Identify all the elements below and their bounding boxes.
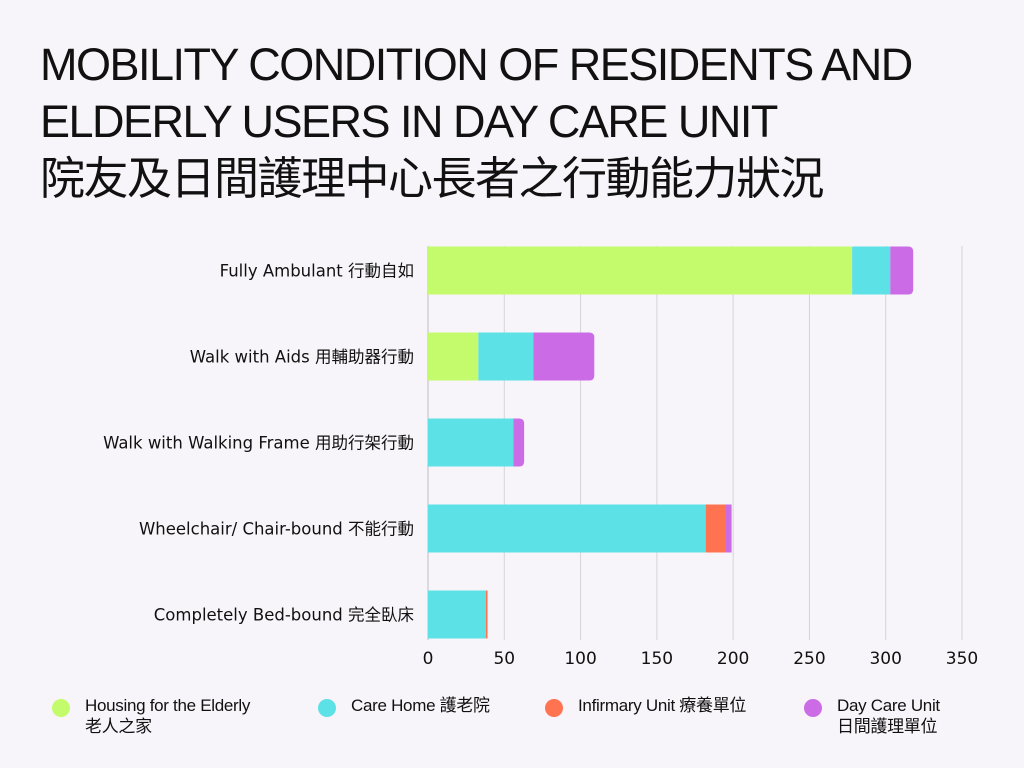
x-tick-label-350: 350 bbox=[946, 649, 978, 669]
bar-segment-3-2 bbox=[705, 504, 726, 553]
legend-swatch-care-home bbox=[318, 699, 336, 717]
legend-swatch-infirmary bbox=[545, 699, 563, 717]
category-label-0: Fully Ambulant 行動自如 bbox=[220, 262, 414, 281]
title-line-1: MOBILITY CONDITION OF RESIDENTS AND bbox=[40, 39, 913, 90]
bar-segment-3-3 bbox=[725, 504, 732, 553]
x-tick-label-50: 50 bbox=[493, 649, 515, 669]
bar-segment-2-3 bbox=[513, 418, 525, 467]
bar-segment-0-3 bbox=[890, 246, 914, 295]
legend-item-care-home: Care Home 護老院 bbox=[318, 695, 490, 717]
bar-segment-0-0 bbox=[428, 246, 853, 295]
chart-title: MOBILITY CONDITION OF RESIDENTS AND ELDE… bbox=[40, 36, 1000, 207]
legend-item-day-care: Day Care Unit 日間護理單位 bbox=[804, 695, 940, 737]
bar-segment-1-3 bbox=[533, 332, 595, 381]
stacked-bar-chart: 0 50 100 150 200 250 300 350 Fully Ambulant 行動自如… bbox=[103, 246, 978, 669]
category-label-3: Wheelchair/ Chair-bound 不能行動 bbox=[139, 520, 414, 539]
legend-text-infirmary: Infirmary Unit 療養單位 bbox=[578, 696, 747, 715]
legend-item-infirmary: Infirmary Unit 療養單位 bbox=[545, 695, 746, 717]
title-line-2: ELDERLY USERS IN DAY CARE UNIT bbox=[40, 96, 778, 147]
legend-label-housing: Housing for the Elderly 老人之家 bbox=[85, 695, 250, 737]
legend-text-day-care-en: Day Care Unit bbox=[837, 696, 940, 715]
legend-swatch-day-care bbox=[804, 699, 822, 717]
bar-segment-3-1 bbox=[428, 504, 706, 553]
bar-segment-0-1 bbox=[852, 246, 891, 295]
category-label-2: Walk with Walking Frame 用助行架行動 bbox=[103, 434, 414, 453]
bar-segment-4-1 bbox=[428, 590, 486, 639]
legend-item-housing: Housing for the Elderly 老人之家 bbox=[52, 695, 250, 737]
legend-label-care-home: Care Home 護老院 bbox=[351, 695, 490, 716]
bar-segment-1-0 bbox=[428, 332, 479, 381]
x-tick-label-100: 100 bbox=[564, 649, 596, 669]
x-tick-label-250: 250 bbox=[793, 649, 825, 669]
x-tick-label-300: 300 bbox=[869, 649, 901, 669]
legend-label-infirmary: Infirmary Unit 療養單位 bbox=[578, 695, 746, 716]
legend-text-housing-en: Housing for the Elderly bbox=[85, 696, 251, 715]
legend-text-housing-zh: 老人之家 bbox=[85, 717, 152, 736]
bar-segment-2-1 bbox=[428, 418, 514, 467]
legend-text-care-home: Care Home 護老院 bbox=[351, 696, 490, 715]
bar-segment-1-1 bbox=[478, 332, 534, 381]
bar-segment-4-2 bbox=[485, 590, 488, 639]
category-label-4: Completely Bed-bound 完全臥床 bbox=[154, 606, 414, 625]
legend-text-day-care-zh: 日間護理單位 bbox=[837, 717, 938, 736]
legend: Housing for the Elderly 老人之家 Care Home 護… bbox=[0, 695, 1024, 755]
legend-swatch-housing bbox=[52, 699, 70, 717]
x-tick-label-200: 200 bbox=[717, 649, 749, 669]
x-tick-label-0: 0 bbox=[423, 649, 434, 669]
title-line-3: 院友及日間護理中心長者之行動能力狀況 bbox=[40, 153, 825, 204]
x-tick-label-150: 150 bbox=[641, 649, 673, 669]
legend-label-day-care: Day Care Unit 日間護理單位 bbox=[837, 695, 940, 737]
category-label-1: Walk with Aids 用輔助器行動 bbox=[190, 348, 414, 367]
